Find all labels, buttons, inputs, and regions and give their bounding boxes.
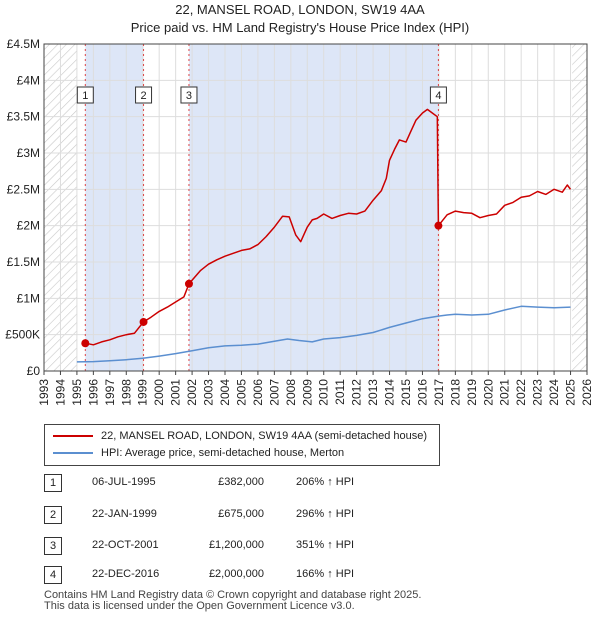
plot-border — [43, 43, 588, 372]
x-tick-label: 2005 — [234, 379, 248, 406]
x-tick-label: 2000 — [152, 379, 166, 406]
x-tick-label: 1995 — [70, 379, 84, 406]
x-tick-label: 1994 — [53, 379, 67, 406]
y-tick-label: £4M — [17, 73, 40, 87]
sale-label: 3 — [186, 90, 192, 102]
legend-label-hpi: HPI: Average price, semi-detached house,… — [101, 447, 345, 459]
y-tick-label: £3.5M — [7, 110, 40, 124]
legend-swatch-hpi — [53, 452, 93, 455]
y-tick-label: £4.5M — [7, 37, 40, 51]
transaction-number: 2 — [44, 506, 62, 524]
y-tick-label: £1M — [17, 291, 40, 305]
transaction-hpi: 166% ↑ HPI — [296, 568, 355, 580]
sale-point — [139, 317, 148, 326]
legend-entry-property: 22, MANSEL ROAD, LONDON, SW19 4AA (semi-… — [53, 428, 427, 444]
x-tick-label: 2020 — [481, 379, 495, 406]
x-tick-label: 2003 — [202, 379, 216, 406]
x-tick-label: 2013 — [366, 379, 380, 406]
hatched-region — [572, 44, 587, 371]
x-tick-label: 2010 — [317, 379, 331, 406]
sale-point — [434, 221, 443, 230]
transaction-hpi: 296% ↑ HPI — [296, 508, 355, 520]
x-tick-label: 2024 — [547, 379, 561, 406]
transaction-number: 1 — [44, 474, 62, 492]
price-chart: 1 2 3 4 £0 £500K £1M £1.5M £2M £2.5M £3M £3.5M £4M £… — [5, 37, 594, 406]
hpi-line — [76, 305, 571, 363]
transaction-number: 3 — [44, 537, 62, 555]
legend-entry-hpi: HPI: Average price, semi-detached house,… — [53, 445, 344, 461]
sale-point — [81, 339, 90, 348]
transaction-price: £1,200,000 — [208, 539, 264, 551]
property-price-line — [85, 108, 572, 346]
x-tick-label: 2025 — [564, 379, 578, 406]
transaction-date: 22-OCT-2001 — [92, 539, 159, 551]
sale-label-box — [76, 86, 94, 104]
transaction-price: £2,000,000 — [208, 568, 264, 580]
y-tick-label: £2M — [17, 219, 40, 233]
y-tick-label: £1.5M — [7, 255, 40, 269]
footer-copyright: Contains HM Land Registry data © Crown c… — [44, 589, 422, 601]
x-tick-label: 2018 — [448, 379, 462, 406]
y-tick-label: £0 — [27, 364, 41, 378]
x-tick-label: 2008 — [284, 379, 298, 406]
x-tick-label: 2001 — [169, 379, 183, 406]
ownership-band — [188, 44, 439, 371]
transaction-date: 22-JAN-1999 — [92, 508, 157, 520]
ownership-band — [85, 44, 144, 371]
x-tick-label: 2006 — [251, 379, 265, 406]
legend-swatch-property — [53, 435, 93, 438]
x-tick-label: 2023 — [531, 379, 545, 406]
x-tick-label: 2011 — [333, 379, 347, 405]
x-tick-label: 2002 — [185, 379, 199, 406]
x-tick-label: 2009 — [300, 379, 314, 406]
chart-subtitle: Price paid vs. HM Land Registry's House … — [130, 20, 470, 35]
transaction-price: £675,000 — [218, 508, 264, 520]
x-tick-label: 1998 — [119, 379, 133, 406]
transaction-date: 06-JUL-1995 — [92, 476, 156, 488]
transaction-hpi: 351% ↑ HPI — [296, 539, 355, 551]
x-tick-label: 2016 — [415, 379, 429, 406]
x-tick-label: 2022 — [514, 379, 528, 406]
x-tick-label: 2012 — [350, 379, 364, 406]
x-tick-label: 1997 — [103, 379, 117, 406]
x-tick-label: 2004 — [218, 379, 232, 406]
sale-point — [184, 279, 193, 288]
y-tick-label: £500K — [5, 328, 40, 342]
x-tick-label: 1996 — [86, 379, 100, 406]
y-tick-label: £3M — [17, 146, 40, 160]
transaction-hpi: 206% ↑ HPI — [296, 476, 355, 488]
sale-label: 2 — [140, 90, 146, 102]
x-tick-label: 2007 — [267, 379, 281, 406]
sale-label-box — [180, 86, 198, 104]
transaction-number: 4 — [44, 566, 62, 584]
x-tick-label: 1999 — [136, 379, 150, 406]
sale-label: 1 — [82, 90, 88, 102]
x-tick-label: 1993 — [37, 379, 51, 406]
y-tick-label: £2.5M — [7, 182, 40, 196]
footer: Contains HM Land Registry data © Crown c… — [44, 590, 421, 612]
chart-legend: 22, MANSEL ROAD, LONDON, SW19 4AA (semi-… — [44, 424, 440, 466]
x-tick-label: 2015 — [399, 379, 413, 406]
x-tick-label: 2019 — [465, 379, 479, 406]
chart-title: 22, MANSEL ROAD, LONDON, SW19 4AA — [175, 2, 425, 17]
transaction-price: £382,000 — [218, 476, 264, 488]
x-tick-label: 2021 — [498, 379, 512, 406]
sale-label: 4 — [435, 90, 441, 102]
x-tick-label: 2017 — [432, 379, 446, 406]
footer-licence: This data is licensed under the Open Gov… — [44, 600, 355, 612]
x-tick-label: 2026 — [580, 379, 594, 406]
legend-label-property: 22, MANSEL ROAD, LONDON, SW19 4AA (semi-… — [101, 430, 428, 442]
sale-label-box — [135, 86, 153, 104]
transaction-date: 22-DEC-2016 — [92, 568, 160, 580]
x-tick-label: 2014 — [383, 379, 397, 406]
sale-label-box — [429, 86, 447, 104]
